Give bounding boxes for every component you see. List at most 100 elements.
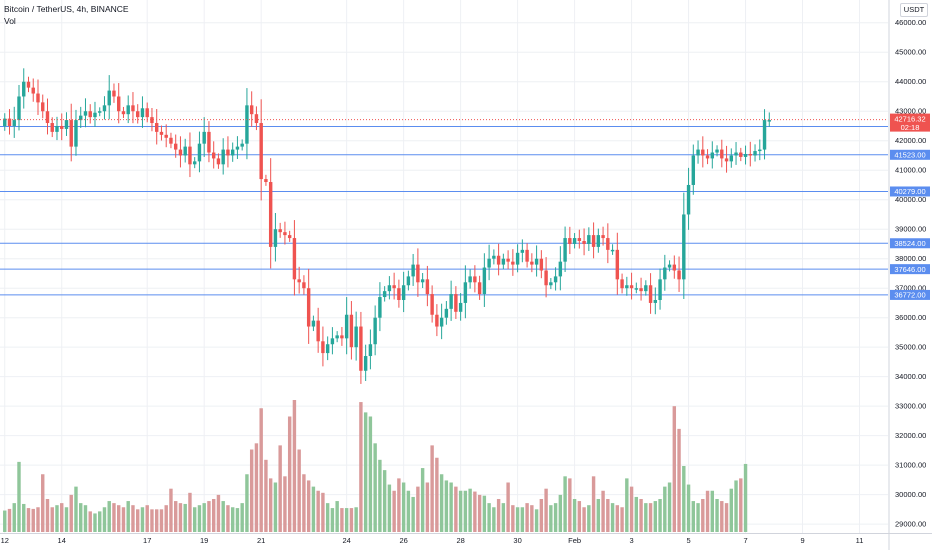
currency-badge[interactable]: USDT [900, 3, 928, 17]
volume-bars [3, 400, 748, 532]
volume-bar [330, 508, 335, 532]
y-tick-label: 30000.00 [895, 490, 926, 499]
candle-body [667, 264, 672, 268]
candle-body [359, 326, 363, 371]
volume-bar [378, 459, 382, 532]
volume-bar [639, 499, 643, 532]
volume-bar [349, 508, 354, 532]
candle-body [154, 123, 159, 132]
candle-body [340, 335, 344, 339]
level-price-tag [890, 186, 930, 197]
candle-body [240, 143, 244, 147]
volume-bar [610, 503, 615, 532]
candle-body [230, 149, 235, 156]
candle-body [249, 105, 254, 115]
candle-body [549, 282, 553, 286]
candle-body [587, 235, 591, 244]
volume-bar [515, 507, 520, 532]
volume-bar [606, 499, 610, 532]
candle-body [140, 108, 145, 118]
y-tick-label: 31000.00 [895, 461, 926, 470]
candle-body [164, 134, 168, 138]
volume-bar [216, 494, 221, 532]
volume-bar [658, 499, 662, 532]
volume-bar [197, 505, 202, 532]
volume-bar [235, 508, 240, 532]
volume-bar [487, 503, 491, 532]
volume-bar [311, 486, 316, 532]
candle-body [287, 235, 292, 239]
volume-bar [549, 505, 553, 532]
candle-body [60, 125, 64, 129]
candle-body [734, 152, 738, 156]
candle-body [136, 111, 140, 118]
price-axis[interactable]: 29000.00 30000.00 31000.00 32000.00 33000.00… [888, 0, 926, 550]
volume-bar [743, 463, 748, 532]
candlesticks[interactable] [3, 68, 771, 384]
candle-body [26, 81, 31, 88]
candle-body [107, 90, 111, 106]
candle-body [720, 149, 724, 159]
volume-bar [83, 505, 88, 532]
level-price-tag [890, 149, 930, 160]
level-price-text: 36772.00 [894, 291, 925, 300]
candle-body [553, 276, 558, 283]
candle-body [416, 264, 420, 283]
volume-bar [140, 507, 145, 532]
volume-bar [539, 499, 544, 532]
level-price-text: 40279.00 [894, 187, 925, 196]
level-price-tag [890, 264, 930, 275]
volume-bar [696, 503, 700, 532]
candle-body [121, 111, 126, 115]
volume-bar [425, 482, 430, 532]
candle-body [297, 279, 301, 283]
time-axis[interactable]: 12 14 17 19 21 24 26 28 30 Feb 3 5 7 9 11 [0, 533, 932, 546]
volume-bar [41, 474, 45, 532]
candle-body [202, 131, 206, 144]
volume-bar [449, 482, 453, 532]
volume-bar [264, 459, 268, 532]
candle-body [368, 344, 373, 357]
volume-bar [411, 496, 415, 532]
candle-body [41, 102, 45, 112]
volume-bar [292, 400, 297, 532]
volume-bar [625, 478, 629, 532]
volume-bar [710, 490, 715, 532]
grid [0, 0, 888, 533]
candle-body [425, 279, 430, 295]
volume-bar [45, 499, 50, 532]
volume-bar [534, 509, 539, 532]
symbol-title[interactable]: Bitcoin / TetherUS, 4h, BINANCE [4, 4, 129, 14]
candle-body [306, 288, 311, 327]
candle-body [691, 155, 696, 185]
volume-bar [221, 501, 225, 532]
volume-bar [701, 499, 705, 532]
volume-bar [26, 508, 31, 532]
candle-body [335, 335, 339, 339]
volume-bar [240, 503, 244, 532]
candle-body [254, 114, 259, 124]
candle-body [302, 282, 306, 289]
candle-body [563, 238, 567, 262]
candle-body [686, 184, 691, 215]
volume-bar [287, 416, 292, 532]
volume-bar [230, 507, 235, 532]
volume-bar [226, 505, 230, 532]
volume-bar [477, 494, 482, 532]
level-price-text: 38524.00 [894, 239, 925, 248]
candle-body [387, 285, 392, 292]
candle-body [169, 137, 173, 144]
candle-body [444, 308, 449, 318]
candle-body [321, 341, 325, 354]
candle-body [173, 143, 178, 150]
candle-body [12, 120, 16, 126]
volume-bar [316, 490, 320, 532]
volume-bar [506, 482, 510, 532]
y-tick-label: 29000.00 [895, 520, 926, 529]
volume-label[interactable]: Vol [4, 16, 16, 26]
volume-bar [183, 503, 187, 532]
volume-bar [629, 486, 634, 532]
candle-body [117, 96, 121, 112]
candle-body [729, 155, 734, 162]
